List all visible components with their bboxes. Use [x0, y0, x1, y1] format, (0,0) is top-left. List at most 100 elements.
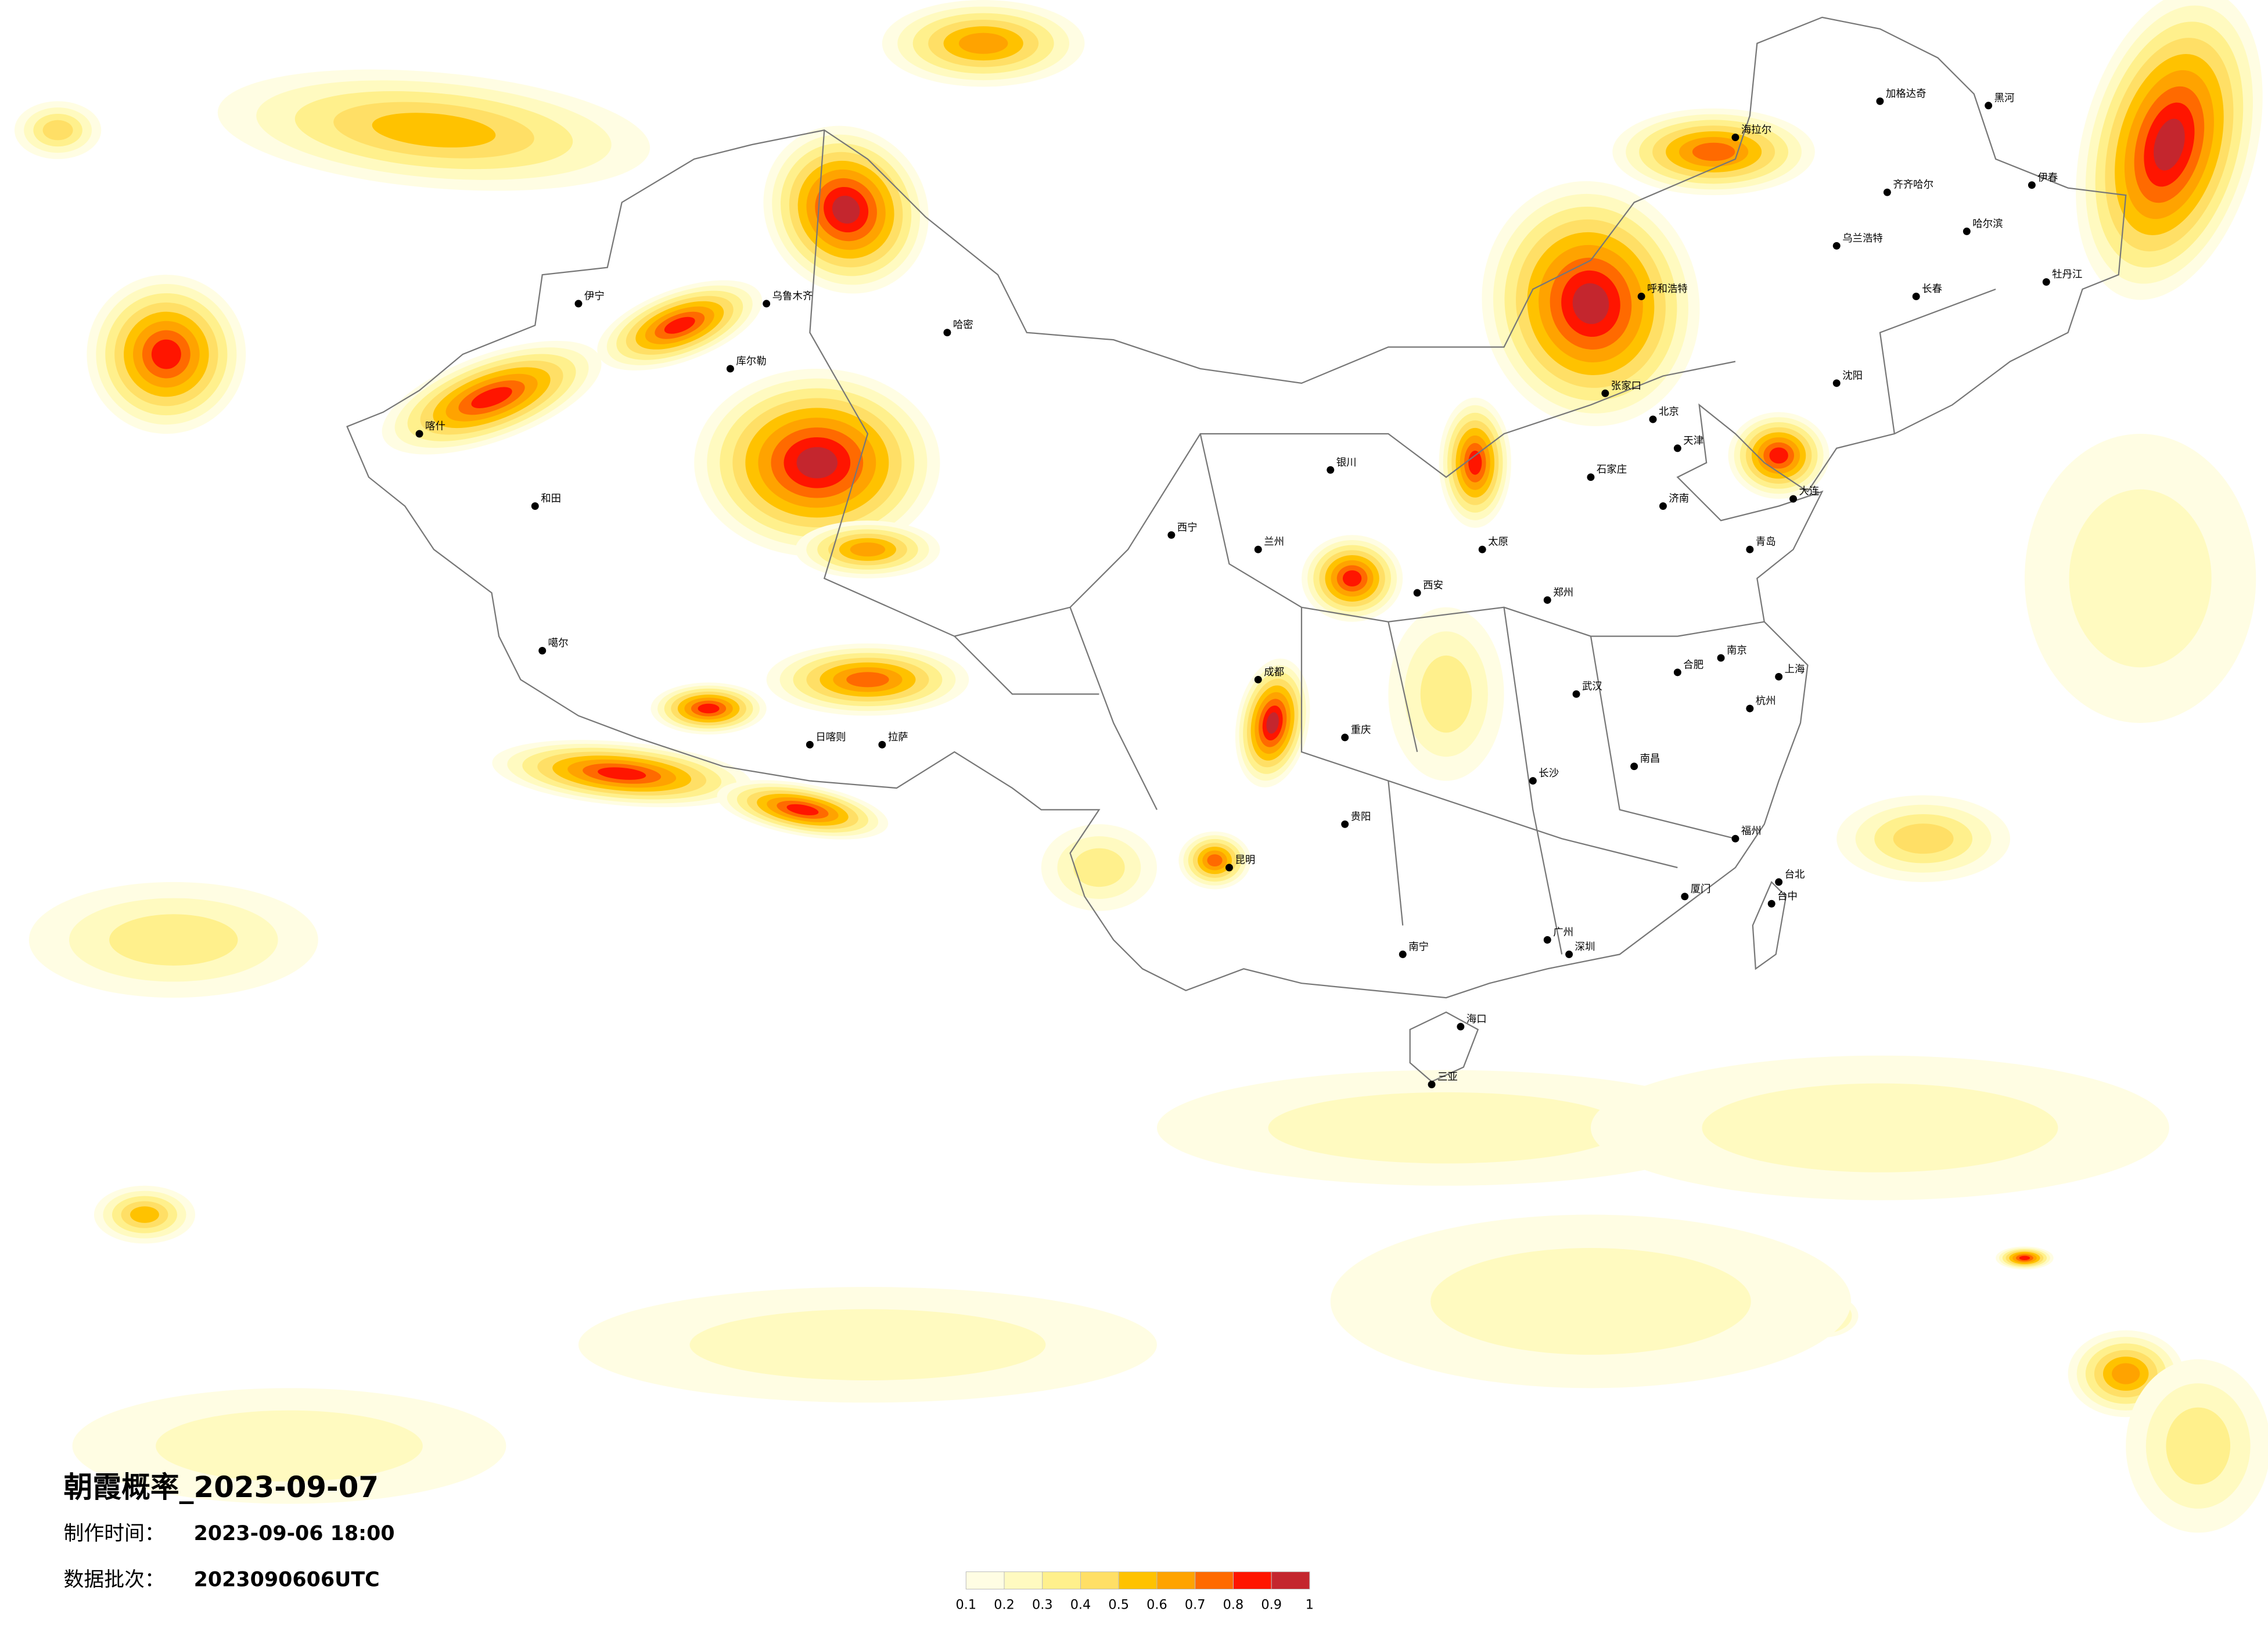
city-dot — [1565, 950, 1573, 958]
city-label: 太原 — [1488, 537, 1508, 548]
city-label: 噶尔 — [548, 638, 569, 649]
city-label: 呼和浩特 — [1647, 283, 1688, 295]
city-label: 福州 — [1741, 826, 1762, 837]
city-label: 乌兰浩特 — [1842, 233, 1883, 244]
colorbar-box — [1156, 1571, 1196, 1590]
heat-layer — [14, 0, 2268, 1533]
city-label: 喀什 — [425, 421, 445, 433]
city-label: 杭州 — [1756, 696, 1776, 707]
heat-area — [1207, 854, 1223, 867]
city-dot — [1731, 834, 1739, 843]
city-label: 广州 — [1553, 927, 1573, 938]
city-label: 西安 — [1423, 580, 1443, 591]
colorbar: 0.1 0.2 0.3 0.4 0.5 0.6 0.7 0.8 0.9 1 — [955, 1571, 1314, 1612]
city-label: 加格达奇 — [1886, 88, 1926, 100]
city-dot — [1637, 292, 1645, 300]
city-dot — [1254, 675, 1262, 684]
heat-area — [1430, 1248, 1751, 1355]
city-label: 郑州 — [1553, 587, 1573, 599]
heat-area — [786, 804, 819, 815]
city-dot — [1673, 668, 1681, 677]
city-label: 兰州 — [1264, 537, 1284, 548]
city-label: 银川 — [1336, 457, 1357, 469]
city-label: 库尔勒 — [736, 355, 766, 367]
city-dot — [806, 740, 814, 749]
city-dot — [763, 300, 771, 308]
city-label: 重庆 — [1351, 724, 1371, 736]
city-label: 长沙 — [1539, 768, 1559, 779]
city-label: 石家庄 — [1597, 464, 1627, 476]
colorbar-tick-label: 0.6 — [1146, 1597, 1167, 1612]
city-dot — [538, 647, 547, 654]
heat-area — [689, 1309, 1046, 1380]
city-label: 台中 — [1777, 891, 1798, 902]
heat-area — [846, 672, 889, 688]
city-dot — [1327, 466, 1335, 474]
city-dot — [1767, 900, 1775, 908]
city-label: 天津 — [1683, 435, 1703, 447]
city-dot — [1572, 690, 1580, 698]
city-dot — [574, 300, 583, 308]
city-dot — [1789, 495, 1798, 503]
heat-area — [1692, 142, 1735, 161]
heat-area — [2069, 489, 2212, 668]
city-label: 西宁 — [1177, 522, 1198, 534]
city-dot — [1673, 444, 1681, 452]
taiwan — [1752, 880, 1787, 970]
city-dot — [1746, 704, 1754, 713]
city-dot — [1341, 733, 1349, 742]
city-dot — [1167, 531, 1176, 539]
city-label: 沈阳 — [1842, 370, 1863, 382]
city-label: 伊宁 — [584, 290, 605, 302]
city-dot — [1731, 134, 1739, 142]
city-dot — [1529, 777, 1537, 785]
city-dot — [1478, 545, 1486, 553]
city-dot — [2042, 278, 2050, 286]
city-label: 日喀则 — [815, 732, 846, 743]
city-dot — [531, 502, 539, 510]
colorbar-tick-label: 0.7 — [1185, 1597, 1206, 1612]
city-dot — [1876, 97, 1884, 105]
heat-area — [372, 113, 496, 148]
heat-area — [1769, 447, 1788, 464]
heat-area — [2019, 1256, 2030, 1261]
city-label: 海拉尔 — [1741, 124, 1771, 136]
colorbar-tick-label: 0.2 — [994, 1597, 1015, 1612]
heat-area — [698, 703, 720, 714]
city-dot — [1254, 545, 1262, 553]
city-dot — [726, 365, 734, 373]
city-label: 伊春 — [2037, 172, 2058, 184]
info-value: 2023090606UTC — [194, 1569, 380, 1592]
city-label: 齐齐哈尔 — [1893, 179, 1933, 191]
city-dot — [1543, 936, 1551, 944]
city-dot — [1428, 1081, 1436, 1088]
colorbar-tick-label: 1 — [1306, 1597, 1314, 1612]
colorbar-tick-label: 0.5 — [1108, 1597, 1129, 1612]
city-label: 黑河 — [1994, 92, 2015, 104]
city-dot — [1775, 672, 1783, 681]
heat-area — [109, 914, 238, 966]
heat-area — [1702, 1083, 2058, 1172]
heat-area — [850, 542, 886, 557]
city-label: 青岛 — [1756, 537, 1776, 548]
heat-area — [1342, 570, 1362, 587]
city-label: 厦门 — [1691, 883, 1711, 895]
heat-area — [1572, 283, 1609, 325]
heat-area — [2112, 1363, 2140, 1384]
city-label: 哈尔滨 — [1972, 218, 2003, 230]
heat-area — [2166, 1407, 2231, 1485]
city-label: 张家口 — [1611, 380, 1641, 392]
city-label: 牡丹江 — [2052, 269, 2082, 280]
city-dot — [1659, 502, 1667, 510]
city-label: 南昌 — [1640, 753, 1660, 765]
city-label: 大连 — [1799, 486, 1820, 498]
heat-area — [156, 1410, 423, 1482]
colorbar-tick-label: 0.8 — [1223, 1597, 1244, 1612]
info-label: 数据批次： — [64, 1569, 165, 1592]
map-title: 朝霞概率_2023-09-07 — [64, 1470, 379, 1504]
city-dot — [1832, 242, 1841, 250]
city-dot — [1341, 820, 1349, 828]
colorbar-box — [1195, 1571, 1234, 1590]
